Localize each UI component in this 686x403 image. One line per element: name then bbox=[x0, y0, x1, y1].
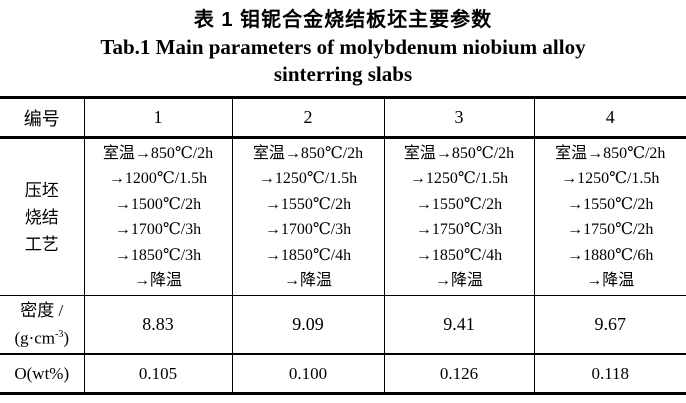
table-caption-zh: 表 1 钼铌合金烧结板坯主要参数 bbox=[193, 9, 493, 31]
header-label-cell: 编号 bbox=[0, 97, 84, 139]
density-value-1: 8.83 bbox=[83, 295, 232, 355]
process-cell-1: 室温→850℃/2h →1200℃/1.5h →1500℃/2h →1700℃/… bbox=[83, 137, 232, 296]
process-label-line: 烧结 bbox=[24, 207, 59, 227]
density-value-2: 9.09 bbox=[231, 295, 384, 355]
header-row: 编号 1 2 3 4 bbox=[0, 97, 686, 139]
process-step: 室温→850℃/2h bbox=[252, 144, 364, 162]
process-step: →1700℃/3h bbox=[114, 221, 202, 238]
density-label-line1: 密度 / bbox=[20, 300, 64, 320]
process-step: →1250℃/1.5h bbox=[409, 170, 509, 187]
process-row-label: 压坯 烧结 工艺 bbox=[0, 137, 84, 296]
process-step: →降温 bbox=[283, 272, 332, 289]
density-value-4: 9.67 bbox=[533, 295, 686, 355]
process-row: 压坯 烧结 工艺 室温→850℃/2h →1200℃/1.5h →1500℃/2… bbox=[0, 137, 686, 296]
process-step: →1850℃/4h bbox=[415, 246, 503, 264]
oxygen-value-4: 0.118 bbox=[533, 354, 686, 394]
process-step: →1700℃/3h bbox=[264, 221, 352, 238]
table-caption-en-line2: sinterring slabs bbox=[273, 62, 413, 86]
process-step: →降温 bbox=[133, 272, 182, 289]
process-label-line: 压坯 bbox=[24, 180, 59, 200]
oxygen-row: O(wt%) 0.105 0.100 0.126 0.118 bbox=[0, 354, 686, 394]
oxygen-row-label: O(wt%) bbox=[14, 363, 70, 383]
header-cell-3: 3 bbox=[383, 97, 534, 139]
process-cell-2: 室温→850℃/2h →1250℃/1.5h →1550℃/2h →1700℃/… bbox=[231, 137, 384, 296]
oxygen-value-1: 0.105 bbox=[83, 354, 232, 394]
parameters-table: 编号 1 2 3 4 压坯 烧结 工艺 室温→850℃/2h →1200℃/1.… bbox=[0, 96, 686, 395]
process-step: →1550℃/2h bbox=[264, 195, 352, 213]
process-label-line: 工艺 bbox=[24, 234, 59, 254]
process-step: 室温→850℃/2h bbox=[555, 144, 666, 162]
oxygen-value-2: 0.100 bbox=[231, 354, 384, 394]
process-step: →1500℃/2h bbox=[114, 195, 202, 213]
process-step: →降温 bbox=[586, 272, 635, 289]
oxygen-value-3: 0.126 bbox=[383, 354, 534, 394]
process-cell-3: 室温→850℃/2h →1250℃/1.5h →1550℃/2h →1750℃/… bbox=[383, 137, 534, 296]
density-row-label: 密度 / (g·cm-3) bbox=[0, 295, 84, 355]
process-step: →1750℃/3h bbox=[415, 221, 503, 238]
header-cell-1: 1 bbox=[83, 97, 232, 139]
density-label-unit: (g·cm-3) bbox=[14, 328, 70, 348]
process-step: →1750℃/2h bbox=[567, 221, 654, 238]
process-step: →1250℃/1.5h bbox=[561, 170, 660, 187]
density-value-3: 9.41 bbox=[383, 295, 534, 355]
process-step: 室温→850℃/2h bbox=[102, 144, 214, 162]
unit-superscript: -3 bbox=[55, 328, 64, 340]
process-step: 室温→850℃/2h bbox=[403, 144, 515, 162]
process-step: →1880℃/6h bbox=[567, 246, 654, 264]
header-cell-4: 4 bbox=[533, 97, 686, 139]
process-step: →1850℃/4h bbox=[264, 246, 352, 264]
process-step: →1850℃/3h bbox=[114, 246, 202, 264]
process-step: →1550℃/2h bbox=[415, 195, 503, 213]
process-step: →1250℃/1.5h bbox=[258, 170, 358, 187]
density-row: 密度 / (g·cm-3) 8.83 9.09 9.41 9.67 bbox=[0, 295, 686, 355]
table-caption-en-line1: Tab.1 Main parameters of molybdenum niob… bbox=[100, 35, 586, 59]
process-step: →1200℃/1.5h bbox=[108, 170, 208, 187]
process-cell-4: 室温→850℃/2h →1250℃/1.5h →1550℃/2h →1750℃/… bbox=[533, 137, 686, 296]
process-step: →1550℃/2h bbox=[567, 195, 654, 213]
process-step: →降温 bbox=[434, 272, 483, 289]
header-cell-2: 2 bbox=[231, 97, 384, 139]
